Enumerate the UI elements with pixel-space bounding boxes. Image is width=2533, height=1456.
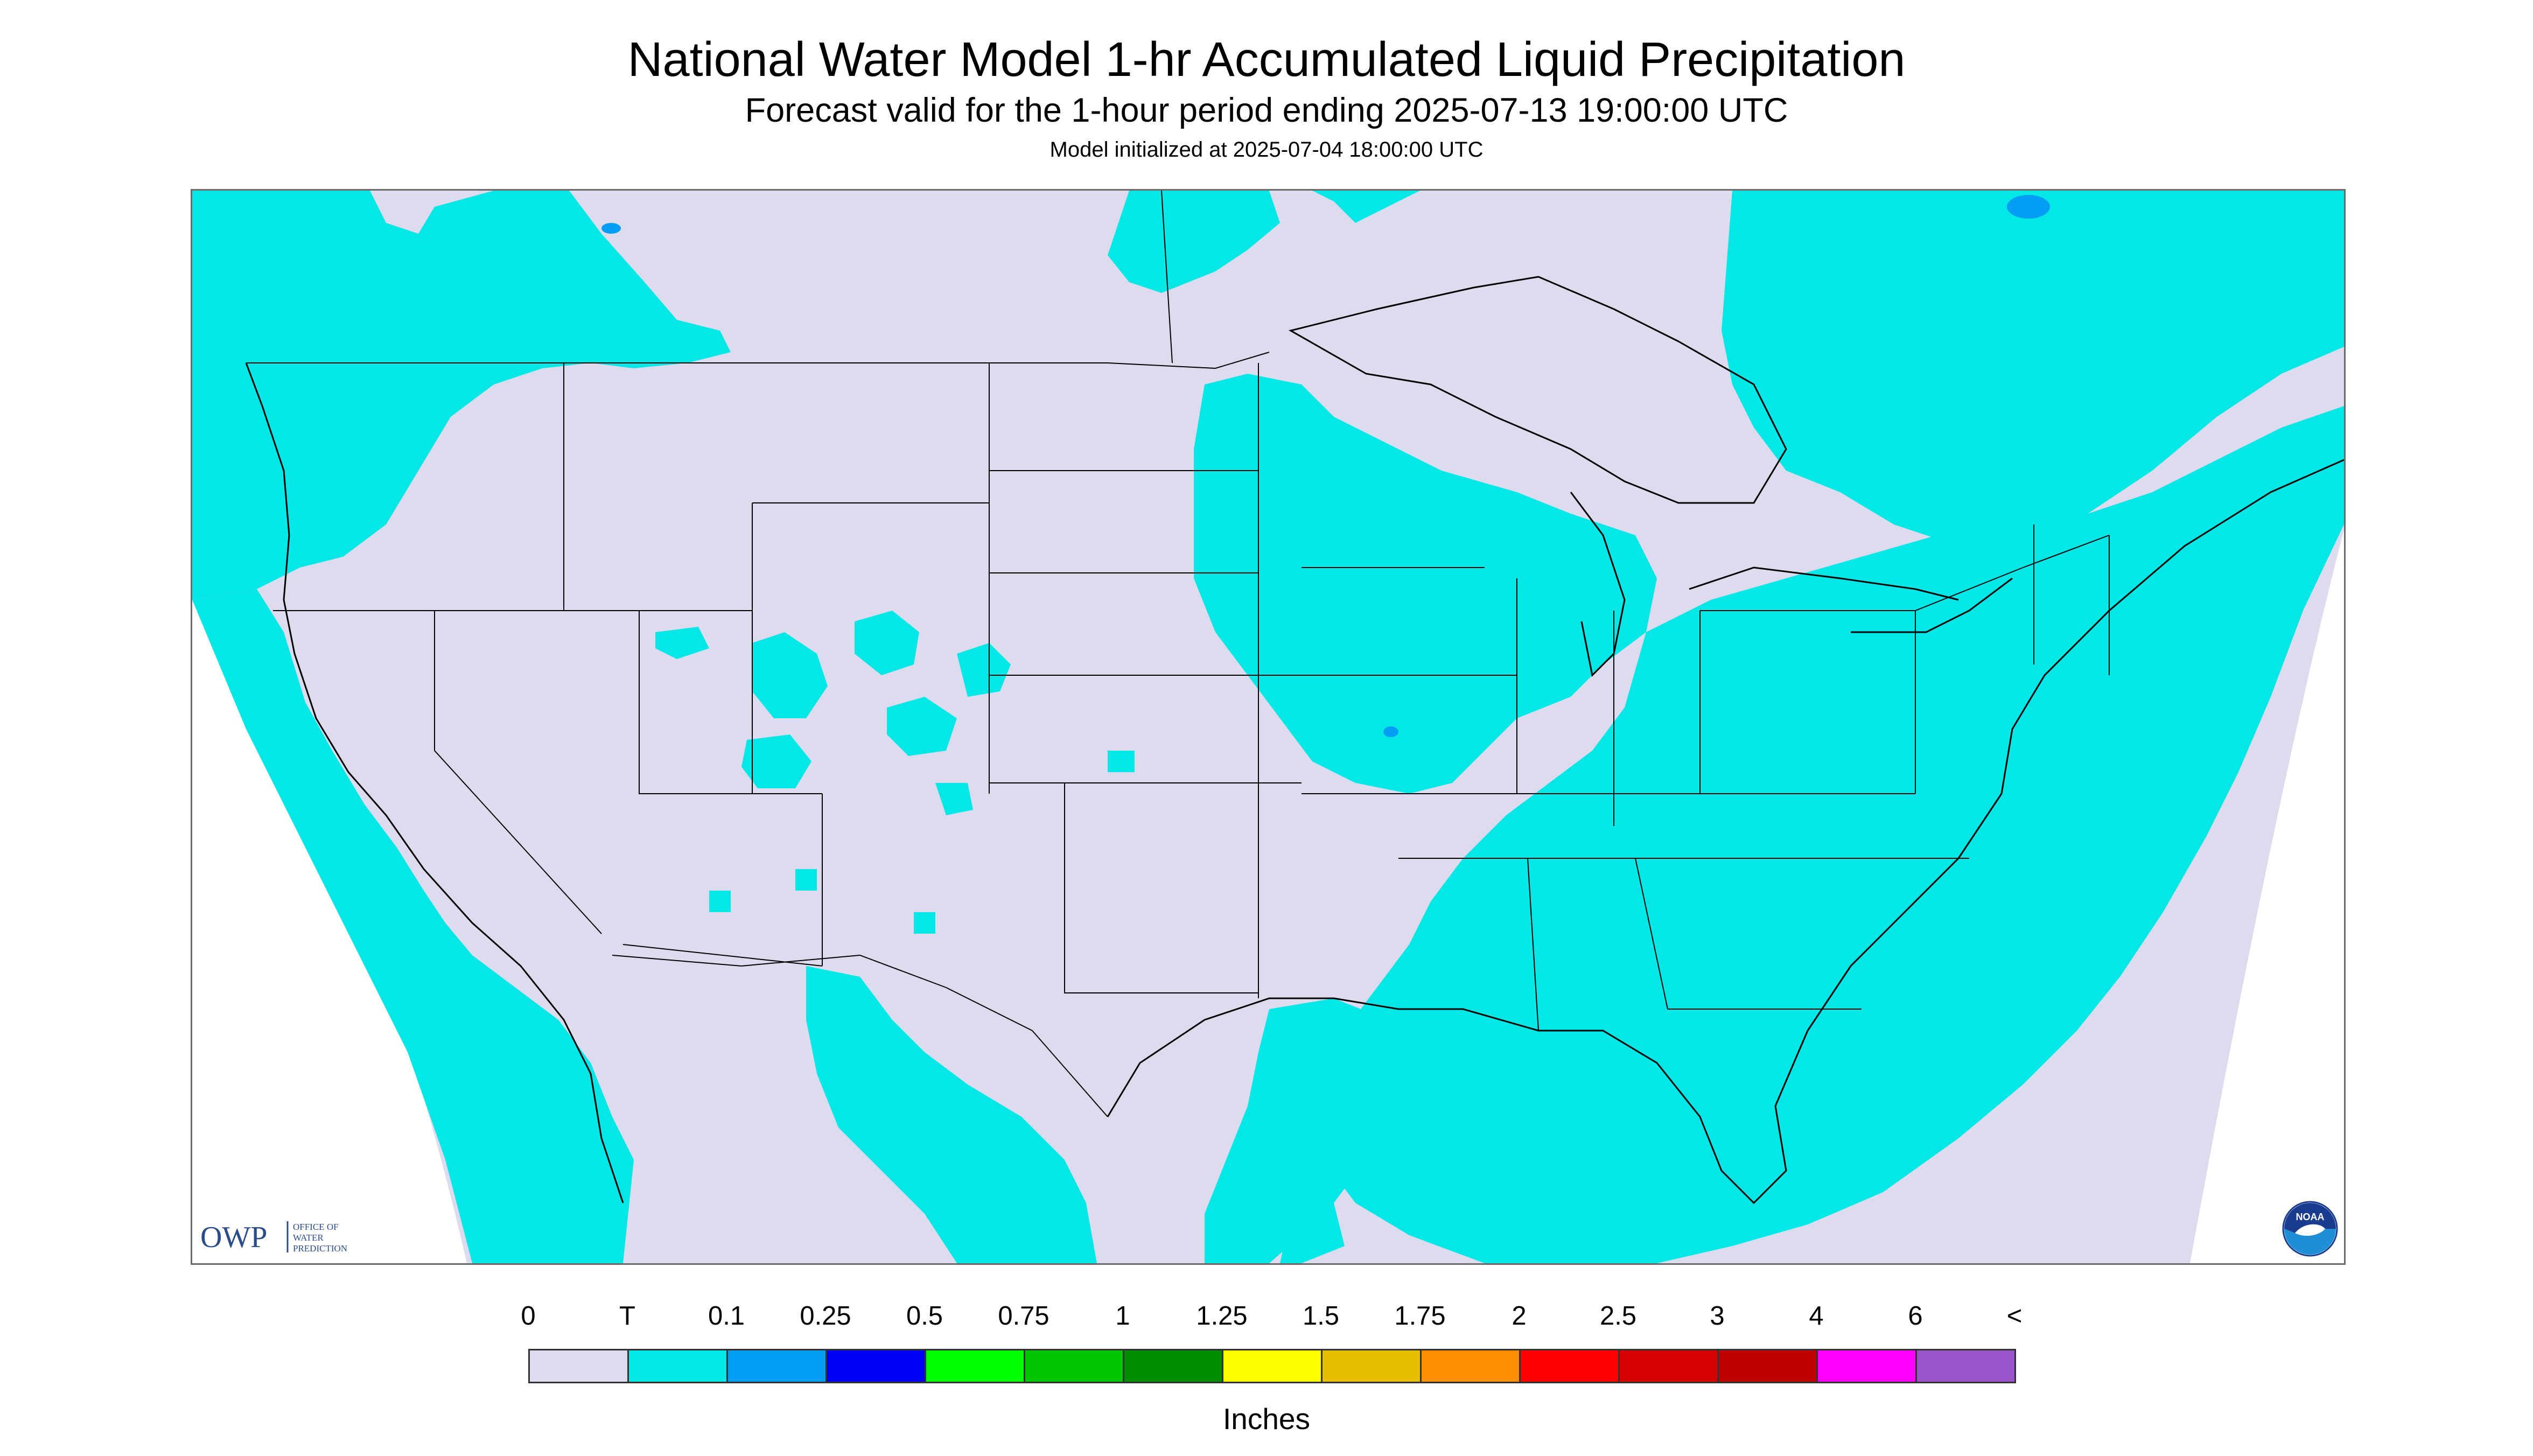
legend-tick-label: 1.25 xyxy=(1196,1301,1248,1331)
legend-swatch xyxy=(1024,1349,1124,1383)
model-init-time: Model initialized at 2025-07-04 18:00:00… xyxy=(1049,138,1484,162)
legend-units: Inches xyxy=(1222,1402,1311,1436)
legend-tick-label: < xyxy=(2006,1301,2023,1331)
legend-tick-label: 2.5 xyxy=(1599,1301,1637,1331)
legend-tick-label: 0.5 xyxy=(906,1301,943,1331)
owp-logo-subtext-1: OFFICE OF xyxy=(293,1222,339,1232)
noaa-logo-text: NOAA xyxy=(2296,1212,2325,1222)
legend-swatch xyxy=(1816,1349,1917,1383)
legend-tick-label: 4 xyxy=(1809,1301,1824,1331)
legend-swatch xyxy=(925,1349,1025,1383)
legend-tick-label: 1.5 xyxy=(1302,1301,1340,1331)
legend-tick-label: 0.1 xyxy=(708,1301,745,1331)
map-title: National Water Model 1-hr Accumulated Li… xyxy=(627,33,1906,87)
legend-tick-label: 1.75 xyxy=(1394,1301,1446,1331)
precipitation-map xyxy=(191,189,2346,1265)
legend-swatch xyxy=(528,1349,629,1383)
legend-swatch xyxy=(627,1349,728,1383)
legend-swatch xyxy=(726,1349,827,1383)
legend-swatch xyxy=(1222,1349,1323,1383)
legend-swatch xyxy=(1717,1349,1818,1383)
legend-swatch xyxy=(1123,1349,1223,1383)
legend-swatch xyxy=(825,1349,926,1383)
noaa-logo: NOAA xyxy=(2282,1201,2338,1257)
legend-swatch xyxy=(1915,1349,2016,1383)
owp-logo-subtext-2: WATER xyxy=(293,1233,324,1243)
owp-logo: OWP OFFICE OF WATER PREDICTION xyxy=(200,1221,347,1254)
legend-swatch xyxy=(1420,1349,1521,1383)
legend-swatch xyxy=(1618,1349,1719,1383)
legend-tick-label: 0 xyxy=(521,1301,536,1331)
trace-precip-areas xyxy=(192,191,2344,1263)
legend-swatch xyxy=(1321,1349,1422,1383)
legend-tick-label: 1 xyxy=(1115,1301,1130,1331)
light-blue-precip-spots xyxy=(601,195,2050,737)
legend-swatch xyxy=(1519,1349,1620,1383)
state-boundaries xyxy=(246,191,2110,1117)
map-subtitle: Forecast valid for the 1-hour period end… xyxy=(745,92,1788,129)
legend-tick-label: T xyxy=(619,1301,635,1331)
owp-logo-subtext-3: PREDICTION xyxy=(293,1243,347,1254)
legend-tick-label: 0.75 xyxy=(998,1301,1049,1331)
owp-logo-text: OWP xyxy=(200,1221,267,1254)
legend-tick-label: 0.25 xyxy=(800,1301,851,1331)
legend-tick-label: 6 xyxy=(1908,1301,1923,1331)
coastlines xyxy=(245,276,2344,1205)
legend-tick-label: 3 xyxy=(1710,1301,1725,1331)
map-canvas xyxy=(192,191,2344,1263)
legend-tick-label: 2 xyxy=(1512,1301,1527,1331)
